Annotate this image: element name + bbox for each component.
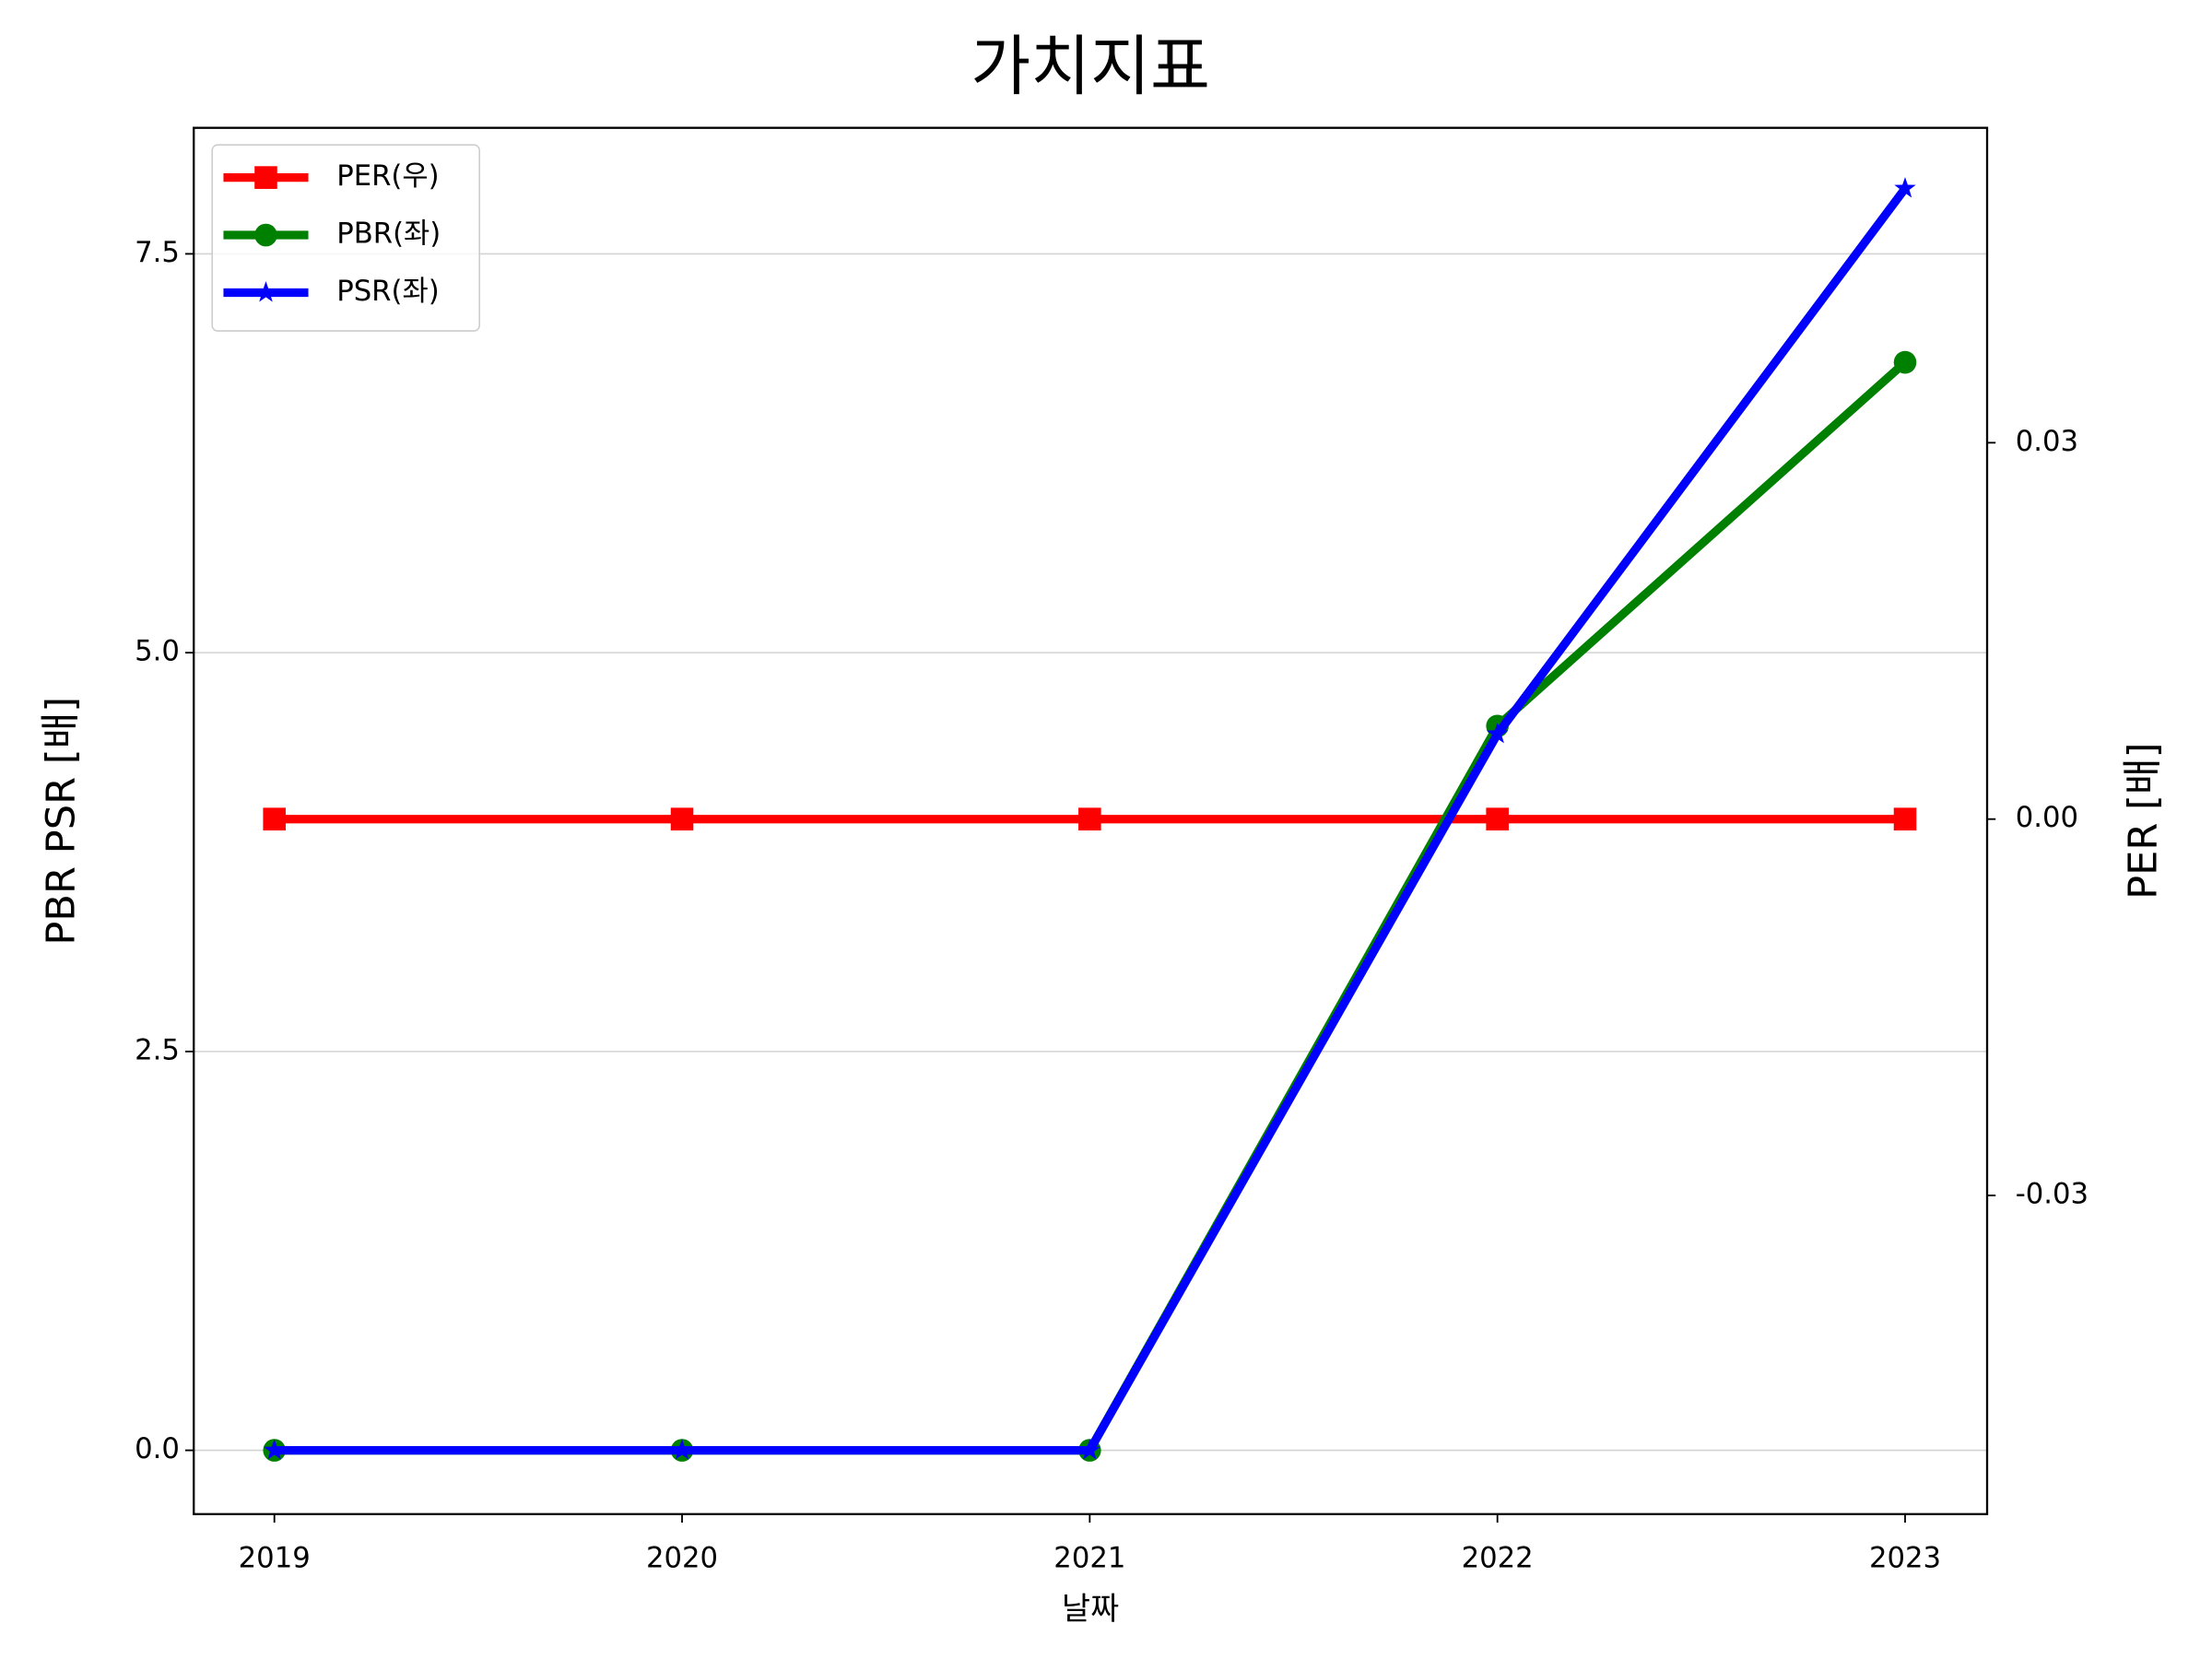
y-tick-label: 0.0: [135, 1432, 180, 1465]
marker: [1078, 807, 1101, 831]
y2-tick-label: -0.03: [2016, 1178, 2088, 1211]
legend-marker: [254, 166, 277, 189]
y-axis-label: PBR PSR [배]: [39, 697, 85, 946]
marker: [671, 1439, 693, 1460]
y2-axis-label: PER [배]: [2120, 743, 2166, 900]
plot-frame: [193, 126, 1989, 1515]
y-tick-label: 5.0: [135, 635, 180, 668]
legend-label: PER(우): [336, 159, 439, 193]
x-tick-label: 2022: [1462, 1542, 1534, 1575]
marker: [1893, 807, 1917, 831]
marker: [264, 1439, 286, 1460]
y-tick-label: 7.5: [135, 236, 180, 269]
marker: [1893, 350, 1917, 374]
marker: [263, 807, 286, 831]
legend-label: PBR(좌): [336, 218, 441, 251]
marker: [1487, 723, 1509, 744]
marker: [1078, 1439, 1101, 1460]
x-tick-label: 2023: [1869, 1542, 1941, 1575]
legend-label: PSR(좌): [336, 275, 439, 308]
legend-marker: [254, 223, 277, 247]
y2-tick-label: 0.00: [2016, 801, 2078, 834]
marker: [1486, 807, 1509, 831]
x-tick-label: 2020: [646, 1542, 718, 1575]
x-axis-label: 날짜: [1062, 1591, 1119, 1627]
marker: [1894, 177, 1916, 198]
x-tick-label: 2019: [239, 1542, 311, 1575]
marker: [670, 807, 694, 831]
legend-marker: [254, 281, 277, 302]
y2-tick-label: 0.03: [2016, 425, 2078, 458]
legend-box: [211, 144, 480, 332]
y-tick-label: 2.5: [135, 1033, 180, 1066]
chart-title: 가치지표: [971, 28, 1210, 104]
x-tick-label: 2021: [1053, 1542, 1125, 1575]
